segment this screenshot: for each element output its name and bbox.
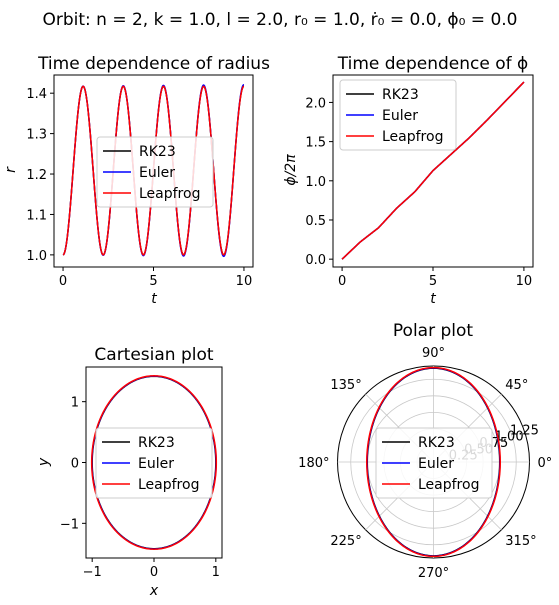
polar-chart: Polar plot 0°45°90°135°180°225°270°315°0… bbox=[298, 321, 552, 581]
radius-chart-xlabel: t bbox=[151, 291, 157, 307]
phi-chart-ytick-label: 1.0 bbox=[305, 175, 326, 190]
cartesian-chart-xtick-label: −1 bbox=[83, 565, 102, 580]
polar-angle-label: 225° bbox=[330, 534, 361, 549]
polar-angle-label: 135° bbox=[330, 378, 361, 393]
radius-chart-legend-box bbox=[96, 136, 214, 208]
radius-chart-xtick-label: 5 bbox=[149, 274, 157, 289]
phi-chart-legend-label: Leapfrog bbox=[382, 129, 443, 145]
polar-angle-label: 0° bbox=[538, 456, 553, 471]
cartesian-chart-xtick-label: 1 bbox=[212, 565, 220, 580]
cartesian-chart: Cartesian plot x y −1 0 1 −1 0 1 RK23 Euler Leap… bbox=[36, 345, 223, 599]
cartesian-series-leapfrog bbox=[90, 375, 218, 550]
cartesian-chart-xlabel: x bbox=[149, 583, 159, 599]
cartesian-chart-title: Cartesian plot bbox=[94, 345, 213, 365]
phi-chart-xlabel: t bbox=[430, 291, 436, 307]
polar-angle-label: 180° bbox=[298, 456, 329, 471]
radius-chart-xtick-label: 10 bbox=[236, 274, 253, 289]
phi-chart-xtick-label: 10 bbox=[516, 274, 533, 289]
radius-chart-ytick-label: 1.3 bbox=[26, 128, 47, 143]
phi-chart-title: Time dependence of ϕ bbox=[337, 54, 529, 74]
polar-chart-legend-label: Leapfrog bbox=[418, 477, 479, 493]
phi-chart-ytick-label: 1.5 bbox=[305, 136, 326, 151]
radius-chart-legend-label: RK23 bbox=[139, 144, 176, 160]
cartesian-chart-ylabel: y bbox=[36, 457, 52, 467]
radius-chart-title: Time dependence of radius bbox=[37, 54, 270, 74]
polar-angle-label: 45° bbox=[505, 378, 528, 393]
cartesian-chart-legend-box bbox=[95, 427, 213, 499]
cartesian-chart-xtick-label: 0 bbox=[150, 565, 158, 580]
radius-chart-ylabel: r bbox=[3, 166, 19, 173]
phi-series-leapfrog bbox=[341, 81, 525, 260]
polar-radial-label: 1.00 bbox=[495, 430, 524, 445]
cartesian-chart-legend-label: Euler bbox=[138, 456, 174, 472]
phi-chart-ylabel: ϕ/2π bbox=[283, 154, 299, 186]
phi-chart-ytick-label: 0.0 bbox=[305, 253, 326, 268]
cartesian-chart-legend-label: RK23 bbox=[138, 435, 175, 451]
phi-chart-ytick-label: 0.5 bbox=[305, 214, 326, 229]
polar-angle-label: 315° bbox=[505, 534, 536, 549]
polar-radial-label: 1.25 bbox=[510, 423, 539, 438]
phi-chart-legend-label: RK23 bbox=[382, 87, 419, 103]
cartesian-chart-legend-label: Leapfrog bbox=[138, 477, 199, 493]
polar-angle-label: 270° bbox=[418, 566, 449, 581]
phi-chart-legend-label: Euler bbox=[382, 108, 418, 124]
radius-chart-ytick-label: 1.2 bbox=[26, 168, 47, 183]
radius-chart: Time dependence of radius t r 0 5 10 1.0 1.1… bbox=[3, 54, 270, 307]
polar-chart-title: Polar plot bbox=[393, 321, 473, 341]
phi-chart-xtick-label: 0 bbox=[338, 274, 346, 289]
radius-chart-legend-label: Leapfrog bbox=[139, 186, 200, 202]
polar-chart-legend-label: RK23 bbox=[418, 435, 455, 451]
polar-chart-legend-label: Euler bbox=[418, 456, 454, 472]
phi-chart-xtick-label: 5 bbox=[429, 274, 437, 289]
cartesian-chart-ytick-label: 1 bbox=[71, 396, 79, 411]
polar-chart-legend-box bbox=[375, 427, 493, 499]
radius-chart-xtick-label: 0 bbox=[59, 274, 67, 289]
radius-chart-legend-label: Euler bbox=[139, 165, 175, 181]
phi-chart-ytick-label: 2.0 bbox=[305, 96, 326, 111]
phi-chart: Time dependence of ϕ t ϕ/2π 0 5 10 0.0 0.5 1.… bbox=[283, 54, 534, 307]
polar-series-leapfrog bbox=[366, 366, 501, 558]
radius-chart-ytick-label: 1.0 bbox=[26, 249, 47, 264]
cartesian-chart-ytick-label: −1 bbox=[60, 517, 79, 532]
polar-angle-label: 90° bbox=[422, 346, 445, 361]
radius-chart-ytick-label: 1.4 bbox=[26, 87, 47, 102]
cartesian-chart-ytick-label: 0 bbox=[71, 457, 79, 472]
figure-suptitle: Orbit: n = 2, k = 1.0, l = 2.0, r₀ = 1.0… bbox=[42, 10, 517, 30]
phi-chart-legend-box bbox=[339, 79, 457, 151]
radius-chart-ytick-label: 1.1 bbox=[26, 208, 47, 223]
